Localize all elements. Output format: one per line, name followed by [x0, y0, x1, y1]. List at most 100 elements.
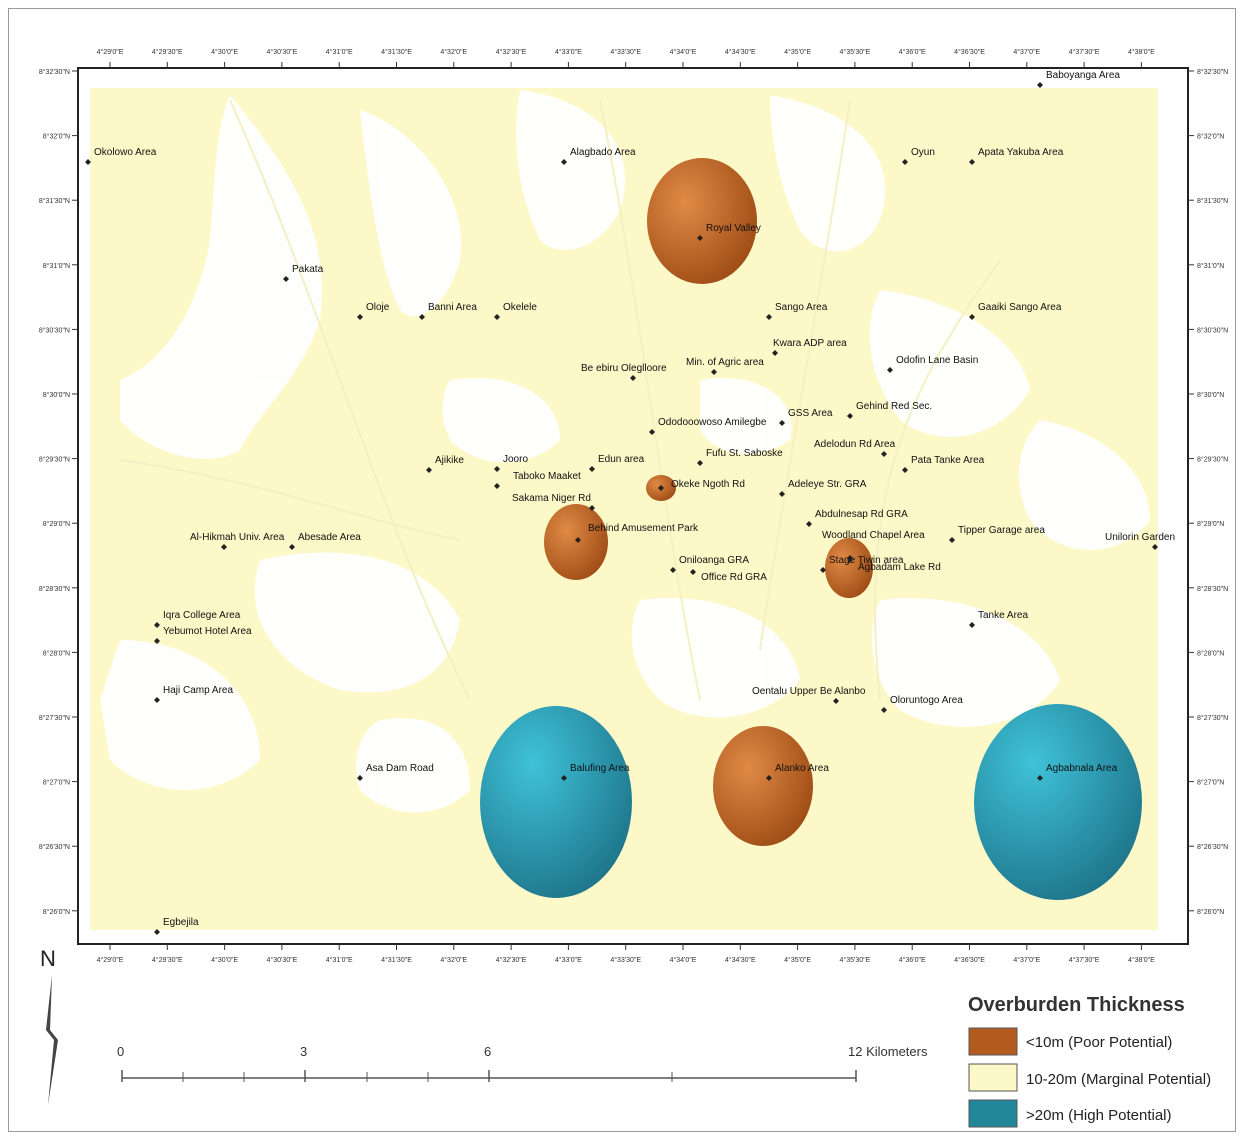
lon-tick-label-bottom: 4°33'30"E	[610, 956, 641, 964]
place-marker-icon	[969, 314, 975, 320]
high-potential-zones	[480, 704, 1142, 900]
place-marker-icon	[847, 413, 853, 419]
scale-label-6: 6	[484, 1044, 491, 1059]
place-marker-icon	[494, 483, 500, 489]
legend-label-marginal: 10-20m (Marginal Potential)	[1026, 1071, 1211, 1088]
lat-tick-label-right: 8°30'0"N	[1197, 391, 1224, 399]
poor-zone-stage-tiwin	[825, 538, 873, 598]
lat-tick-label-right: 8°26'0"N	[1197, 908, 1224, 916]
place-label: Pakata	[292, 264, 324, 275]
place-marker-icon	[154, 622, 160, 628]
lat-tick-label-left: 8°32'0"N	[43, 133, 70, 141]
place-label: Tipper Garage area	[958, 525, 1045, 536]
place-marker-icon	[283, 276, 289, 282]
place-marker-icon	[820, 567, 826, 573]
place-marker-icon	[711, 369, 717, 375]
lon-tick-label-top: 4°36'0"E	[899, 48, 926, 56]
place-label: GSS Area	[788, 408, 833, 419]
lat-tick-label-right: 8°32'30"N	[1197, 68, 1228, 76]
place-marker-icon	[154, 638, 160, 644]
scale-label-12: 12 Kilometers	[848, 1044, 928, 1059]
place-label: Kwara ADP area	[773, 338, 847, 349]
lon-tick-label-top: 4°32'30"E	[496, 48, 527, 56]
place-label: Ododooowoso Amilegbe	[658, 417, 767, 428]
place-marker-icon	[426, 467, 432, 473]
place-label: Taboko Maaket	[513, 471, 581, 482]
place-label: Abdulnesap Rd GRA	[815, 509, 908, 520]
place-label: Okelele	[503, 302, 537, 313]
lon-tick-label-bottom: 4°36'0"E	[899, 956, 926, 964]
place-label: Tanke Area	[978, 610, 1028, 621]
place-marker-icon	[697, 235, 703, 241]
place-label: Unilorin Garden	[1105, 532, 1175, 543]
lat-tick-label-left: 8°32'30"N	[39, 68, 70, 76]
place-marker-icon	[1037, 82, 1043, 88]
place-label: Egbejila	[163, 917, 199, 928]
place-label: Okeke Ngoth Rd	[671, 479, 745, 490]
place-label: Okolowo Area	[94, 147, 157, 158]
lat-tick-label-right: 8°26'30"N	[1197, 843, 1228, 851]
place-marker-icon	[575, 537, 581, 543]
lon-tick-label-bottom: 4°34'0"E	[670, 956, 697, 964]
lat-tick-label-right: 8°32'0"N	[1197, 133, 1224, 141]
place-label: Odofin Lane Basin	[896, 355, 978, 366]
lon-tick-label-bottom: 4°36'30"E	[954, 956, 985, 964]
place-label: Adelodun Rd Area	[814, 439, 896, 450]
lon-tick-label-bottom: 4°30'30"E	[267, 956, 298, 964]
lon-tick-label-top: 4°33'30"E	[610, 48, 641, 56]
lat-tick-label-left: 8°31'30"N	[39, 197, 70, 205]
place-label: Royal Valley	[706, 223, 761, 234]
place-label: Min. of Agric area	[686, 357, 764, 368]
place-label: Edun area	[598, 454, 645, 465]
place-label: Be ebiru Oleglloore	[581, 363, 667, 374]
place-marker-icon	[697, 460, 703, 466]
legend-label-high: >20m (High Potential)	[1026, 1107, 1172, 1124]
lon-tick-label-bottom: 4°34'30"E	[725, 956, 756, 964]
lon-tick-label-top: 4°30'30"E	[267, 48, 298, 56]
lon-tick-label-top: 4°34'0"E	[670, 48, 697, 56]
lon-tick-label-bottom: 4°30'0"E	[211, 956, 238, 964]
place-label: Baboyanga Area	[1046, 70, 1120, 81]
place-marker-icon	[561, 159, 567, 165]
place-marker-icon	[357, 775, 363, 781]
place-label: Sango Area	[775, 302, 828, 313]
lat-tick-label-left: 8°27'0"N	[43, 779, 70, 787]
lat-tick-label-left: 8°28'30"N	[39, 585, 70, 593]
place-label: Oniloanga GRA	[679, 555, 749, 566]
place-marker-icon	[154, 697, 160, 703]
lat-tick-label-right: 8°28'0"N	[1197, 649, 1224, 657]
place-label: Pata Tanke Area	[911, 455, 985, 466]
poor-zone-alanko	[713, 726, 813, 846]
place-marker-icon	[969, 622, 975, 628]
place-label: Office Rd GRA	[701, 572, 767, 583]
legend-swatch-marginal	[968, 1063, 1018, 1092]
longitude-ticks-top: 4°29'0"E 4°29'30"E 4°30'0"E 4°30'30"E 4°31'0…	[97, 48, 1155, 68]
lat-tick-label-right: 8°31'0"N	[1197, 262, 1224, 270]
lat-tick-label-left: 8°26'30"N	[39, 843, 70, 851]
lat-tick-label-left: 8°31'0"N	[43, 262, 70, 270]
legend-swatch-high	[968, 1099, 1018, 1128]
north-arrow: N	[40, 946, 58, 1105]
lat-tick-label-right: 8°27'0"N	[1197, 779, 1224, 787]
lon-tick-label-bottom: 4°32'30"E	[496, 956, 527, 964]
place-marker-icon	[1037, 775, 1043, 781]
place-label: Iqra College Area	[163, 610, 241, 621]
lon-tick-label-top: 4°35'0"E	[784, 48, 811, 56]
lat-tick-label-left: 8°30'30"N	[39, 326, 70, 334]
place-marker-icon	[833, 698, 839, 704]
place-marker-icon	[670, 567, 676, 573]
place-marker-icon	[494, 314, 500, 320]
place-label: Fufu St. Saboske	[706, 448, 783, 459]
place-label: Oyun	[911, 147, 935, 158]
legend-title: Overburden Thickness	[968, 994, 1185, 1016]
lon-tick-label-bottom: 4°38'0"E	[1128, 956, 1155, 964]
place-label: Adeleye Str. GRA	[788, 479, 867, 490]
place-marker-icon	[154, 929, 160, 935]
place-label: Gehind Red Sec.	[856, 401, 932, 412]
place-label: Oentalu Upper Be Alanbo	[752, 686, 866, 697]
lon-tick-label-bottom: 4°35'30"E	[840, 956, 871, 964]
lat-tick-label-right: 8°29'0"N	[1197, 520, 1224, 528]
place-label: Al-Hikmah Univ. Area	[190, 532, 285, 543]
place-marker-icon	[630, 375, 636, 381]
